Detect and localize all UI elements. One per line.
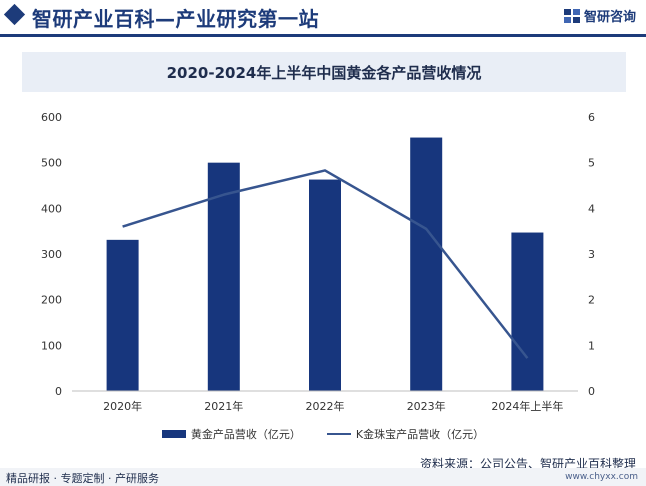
y-right-tick-label: 4 <box>588 202 595 215</box>
y-right-tick-label: 2 <box>588 294 595 307</box>
legend-label-line: K金珠宝产品营收（亿元） <box>355 428 485 441</box>
chart-title: 2020-2024年上半年中国黄金各产品营收情况 <box>166 63 482 82</box>
brand[interactable]: 智研咨询 <box>563 6 636 25</box>
chart: 0 100 200 300 400 500 600 0 1 2 3 4 5 6 2020年 2021年 2022… <box>41 111 595 413</box>
bar <box>106 239 139 391</box>
y-right-tick-label: 3 <box>588 248 595 261</box>
y-left-tick-label: 100 <box>41 339 62 352</box>
x-tick-label: 2024年上半年 <box>491 399 563 413</box>
y-left-tick-label: 600 <box>41 111 62 124</box>
x-tick-label: 2020年 <box>103 399 142 413</box>
page-header: 智研产业百科—产业研究第一站 智研咨询 <box>0 0 646 40</box>
bar <box>511 232 544 391</box>
header-rule <box>0 34 646 37</box>
legend-item-bar: 黄金产品营收（亿元） <box>161 426 301 442</box>
source-note: 资料来源：公司公告、智研产业百科整理 <box>419 457 636 471</box>
y-left-tick-label: 200 <box>41 294 62 307</box>
y-right-tick-label: 1 <box>588 339 595 352</box>
zhiyan-logo-icon <box>563 8 580 23</box>
y-right-tick-label: 5 <box>588 157 595 170</box>
y-right-tick-label: 6 <box>588 111 595 124</box>
x-tick-label: 2021年 <box>204 399 243 413</box>
footer-slogan: 精品研报 · 专题定制 · 产研服务 <box>6 472 159 485</box>
x-tick-label: 2022年 <box>306 399 345 413</box>
x-tick-label: 2023年 <box>407 399 446 413</box>
footer-band <box>0 468 646 486</box>
page-footer: 资料来源：公司公告、智研产业百科整理 精品研报 · 专题定制 · 产研服务 ww… <box>0 452 646 486</box>
legend-item-line: K金珠宝产品营收（亿元） <box>326 426 485 442</box>
y-left-tick-label: 300 <box>41 248 62 261</box>
y-left-tick-label: 0 <box>55 385 62 398</box>
brand-name: 智研咨询 <box>583 10 636 25</box>
legend: 黄金产品营收（亿元） K金珠宝产品营收（亿元） <box>0 426 646 442</box>
bar <box>309 179 341 391</box>
chart-title-band: 2020-2024年上半年中国黄金各产品营收情况 <box>22 52 626 92</box>
legend-label-bar: 黄金产品营收（亿元） <box>190 428 301 441</box>
y-left-tick-label: 400 <box>41 202 62 215</box>
bar <box>410 137 443 391</box>
legend-swatch-line <box>326 433 351 435</box>
y-right-tick-label: 0 <box>588 385 595 398</box>
site-title: 智研产业百科—产业研究第一站 <box>32 7 319 31</box>
bar <box>207 162 240 391</box>
footer-url[interactable]: www.chyxx.com <box>565 472 638 482</box>
line-series <box>122 169 529 359</box>
legend-swatch-bar <box>161 430 186 438</box>
diamond-icon <box>3 3 26 26</box>
y-left-tick-label: 500 <box>41 157 62 170</box>
